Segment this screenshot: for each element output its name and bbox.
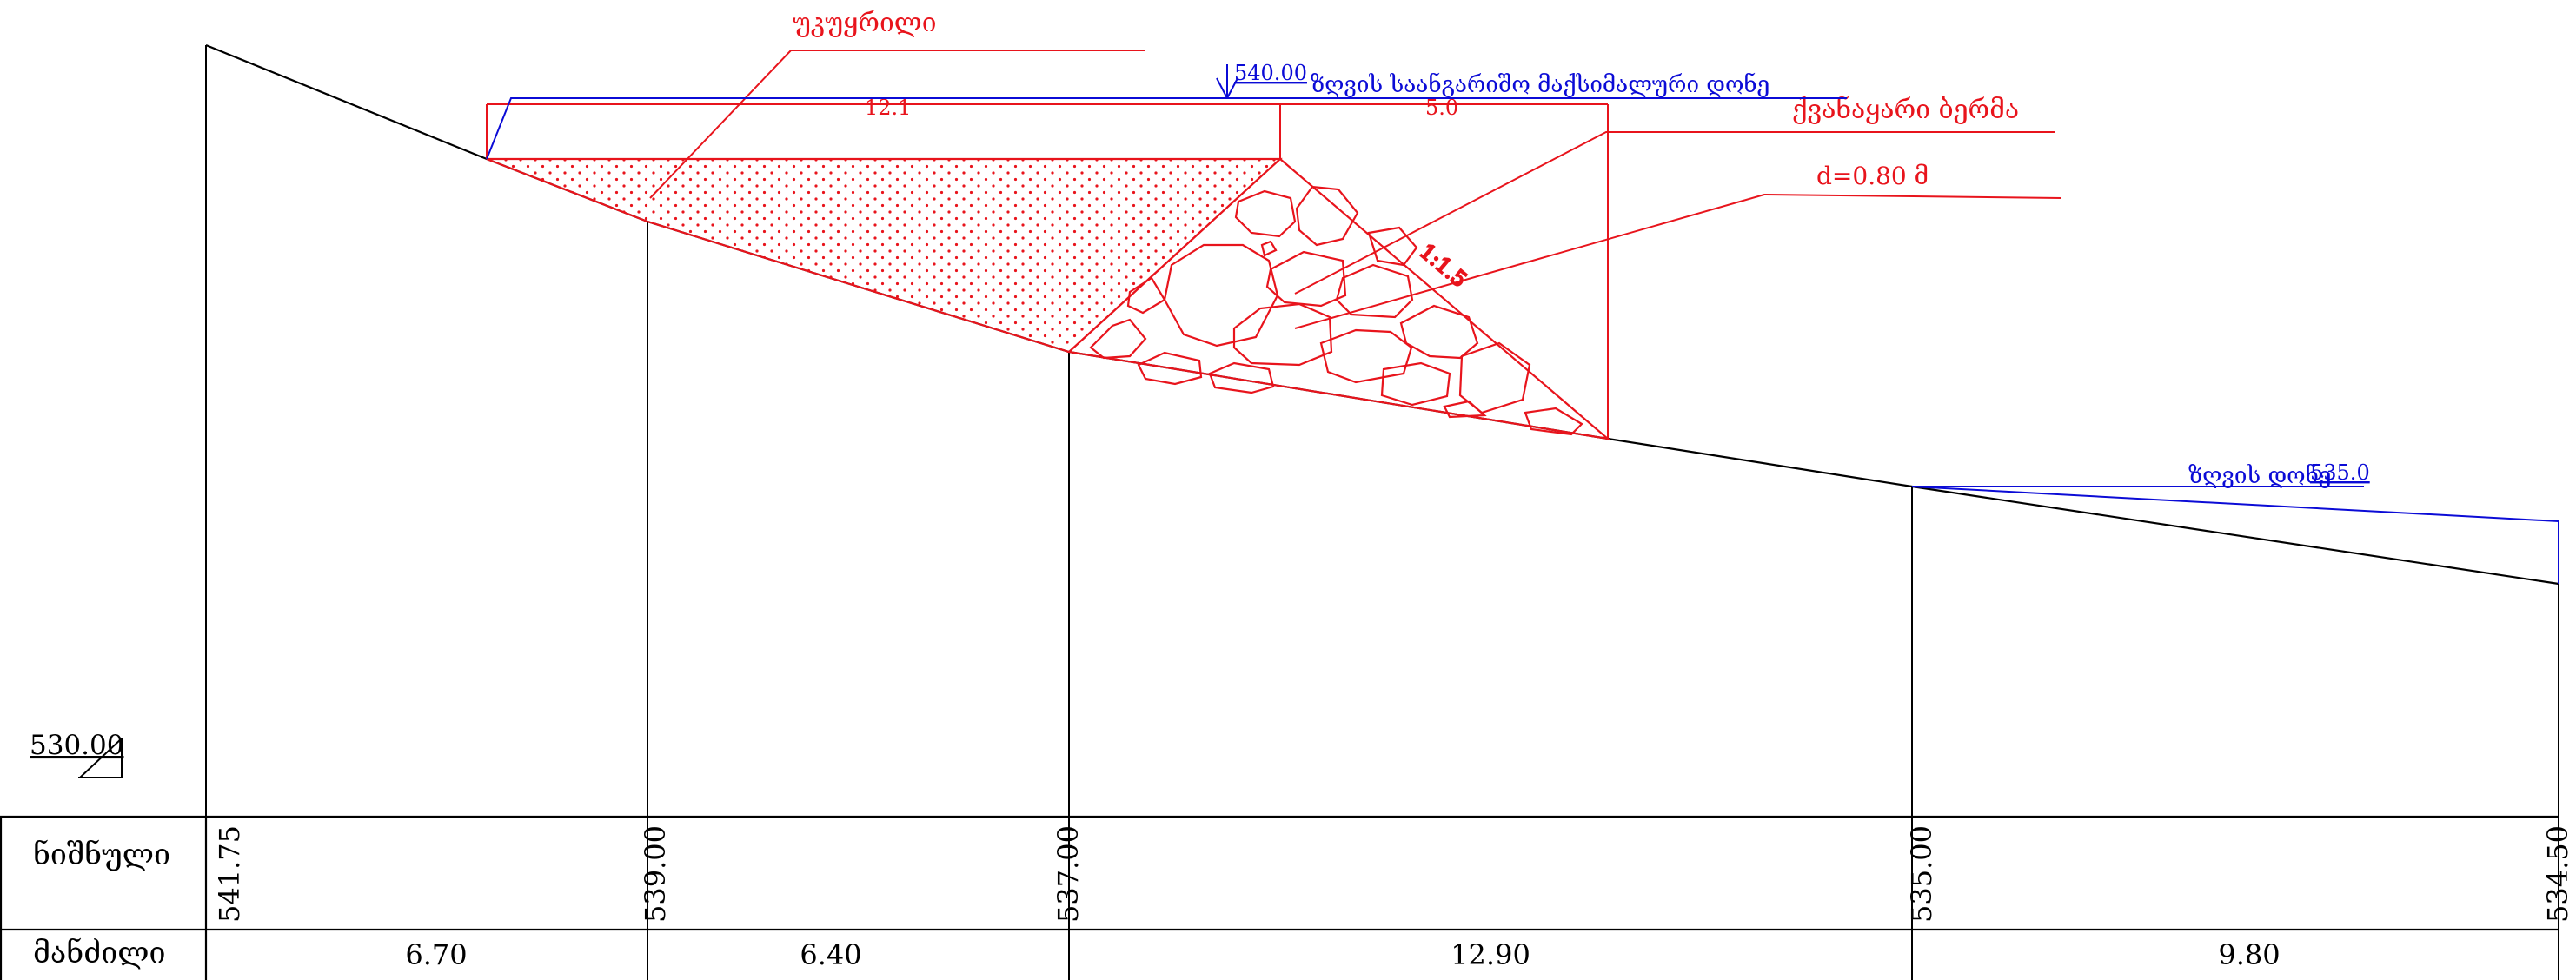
distance-values: 6.70 6.40 12.90 9.80 <box>405 938 2280 971</box>
max-sea-level <box>486 64 1847 160</box>
elevation-value: 535.00 <box>1905 825 1938 923</box>
sea-level-label: ზღვის დონე <box>2188 463 2331 489</box>
elevation-values: 541.75 539.00 537.00 535.00 534.50 <box>213 825 2574 923</box>
elevation-value: 541.75 <box>213 825 246 923</box>
berm-label: ქვანაყარი ბერმა <box>1792 95 2019 125</box>
backfill-area <box>486 157 1283 354</box>
elevation-value: 537.00 <box>1052 825 1085 923</box>
width-berm-label: 5.0 <box>1425 96 1458 120</box>
distance-value: 6.70 <box>405 938 467 971</box>
row-elevation-label: ნიშნული <box>33 838 170 872</box>
distance-value: 6.40 <box>800 938 861 971</box>
elevation-value: 539.00 <box>639 825 672 923</box>
sea-level <box>1911 486 2559 584</box>
datum-label: 530.00 <box>30 730 123 761</box>
elevation-value: 534.50 <box>2541 825 2574 923</box>
thickness-label: d=0.80 მ <box>1816 162 1929 190</box>
profile-table <box>0 815 2559 980</box>
width-fill-label: 12.1 <box>865 96 911 120</box>
distance-value: 12.90 <box>1451 938 1530 971</box>
sea-level-value: 535.0 <box>2310 460 2370 485</box>
max-level-value: 540.00 <box>1234 61 1307 85</box>
leader-lines <box>649 50 2062 329</box>
slope-label: 1:1.5 <box>1415 239 1471 292</box>
distance-value: 9.80 <box>2218 938 2280 971</box>
max-level-label: ზღვის საანგარიშო მაქსიმალური დონე <box>1311 72 1769 98</box>
row-distance-label: მანძილი <box>33 936 166 970</box>
dimension-lines <box>486 103 1609 439</box>
backfill-label: უკუყრილი <box>793 8 937 38</box>
datum-marker: 530.00 <box>30 730 123 778</box>
